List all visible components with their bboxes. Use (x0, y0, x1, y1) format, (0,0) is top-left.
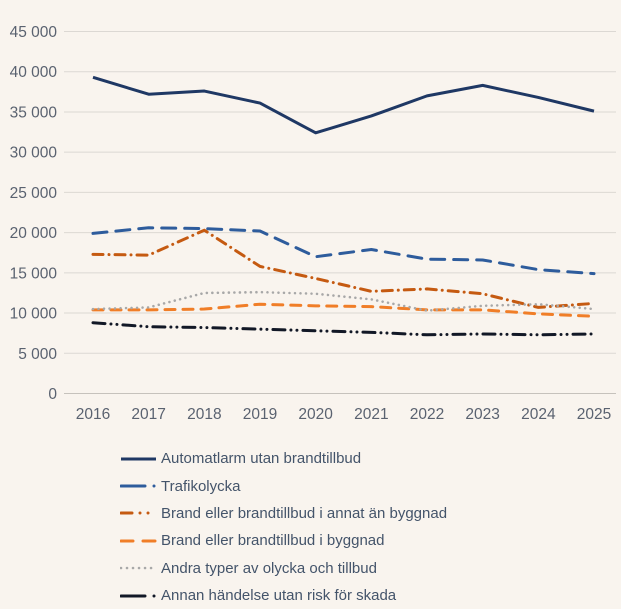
legend-label: Andra typer av olycka och tillbud (161, 559, 377, 577)
chart-legend: Automatlarm utan brandtillbud Trafikolyc… (120, 445, 447, 609)
legend-item: Automatlarm utan brandtillbud (120, 445, 447, 472)
y-tick-label: 5 000 (18, 346, 57, 363)
legend-line-icon (120, 511, 158, 515)
series-line (91, 228, 596, 309)
y-tick-label: 30 000 (10, 145, 58, 162)
legend-label: Automatlarm utan brandtillbud (161, 450, 362, 468)
x-tick-label: 2017 (131, 406, 165, 423)
y-tick-label: 20 000 (10, 225, 58, 242)
series-line (91, 226, 596, 276)
x-tick-label: 2020 (298, 406, 333, 423)
legend-label: Trafikolycka (161, 477, 241, 495)
y-tick-label: 10 000 (10, 306, 58, 323)
legend-item: Trafikolycka (120, 472, 447, 499)
y-tick-label: 35 000 (10, 104, 58, 121)
series-line (92, 75, 595, 135)
x-tick-label: 2019 (243, 406, 277, 423)
chart-plot-area: 0 5 000 10 000 15 000 20 000 25 000 30 000 35 0… (10, 24, 616, 423)
x-tick-label: 2021 (354, 406, 388, 423)
x-tick-label: 2023 (465, 406, 499, 423)
legend-item: Brand eller brandtillbud i byggnad (120, 527, 447, 554)
y-tick-label: 45 000 (10, 24, 58, 41)
y-tick-label: 40 000 (10, 64, 58, 81)
y-tick-label: 25 000 (10, 185, 58, 202)
x-tick-label: 2025 (577, 406, 611, 423)
y-tick-label: 15 000 (10, 265, 58, 282)
series-line (91, 321, 596, 337)
series-line (91, 302, 596, 318)
x-tick-label: 2022 (410, 406, 444, 423)
legend-label: Brand eller brandtillbud i annat än bygg… (161, 504, 448, 522)
legend-item: Annan händelse utan risk för skada (120, 582, 447, 609)
x-tick-label: 2024 (521, 406, 556, 423)
legend-item: Brand eller brandtillbud i annat än bygg… (120, 500, 447, 527)
legend-line-icon (120, 594, 158, 598)
x-tick-label: 2016 (76, 406, 110, 423)
y-tick-label: 0 (48, 386, 57, 403)
legend-line-icon (121, 457, 156, 461)
legend-line-icon (120, 484, 158, 488)
legend-item: Andra typer av olycka och tillbud (120, 555, 447, 582)
legend-label: Annan händelse utan risk för skada (161, 587, 397, 605)
x-tick-label: 2018 (187, 406, 221, 423)
legend-line-icon (120, 566, 158, 570)
legend-line-icon (120, 539, 158, 543)
legend-label: Brand eller brandtillbud i byggnad (161, 532, 385, 550)
series-line (91, 290, 596, 312)
